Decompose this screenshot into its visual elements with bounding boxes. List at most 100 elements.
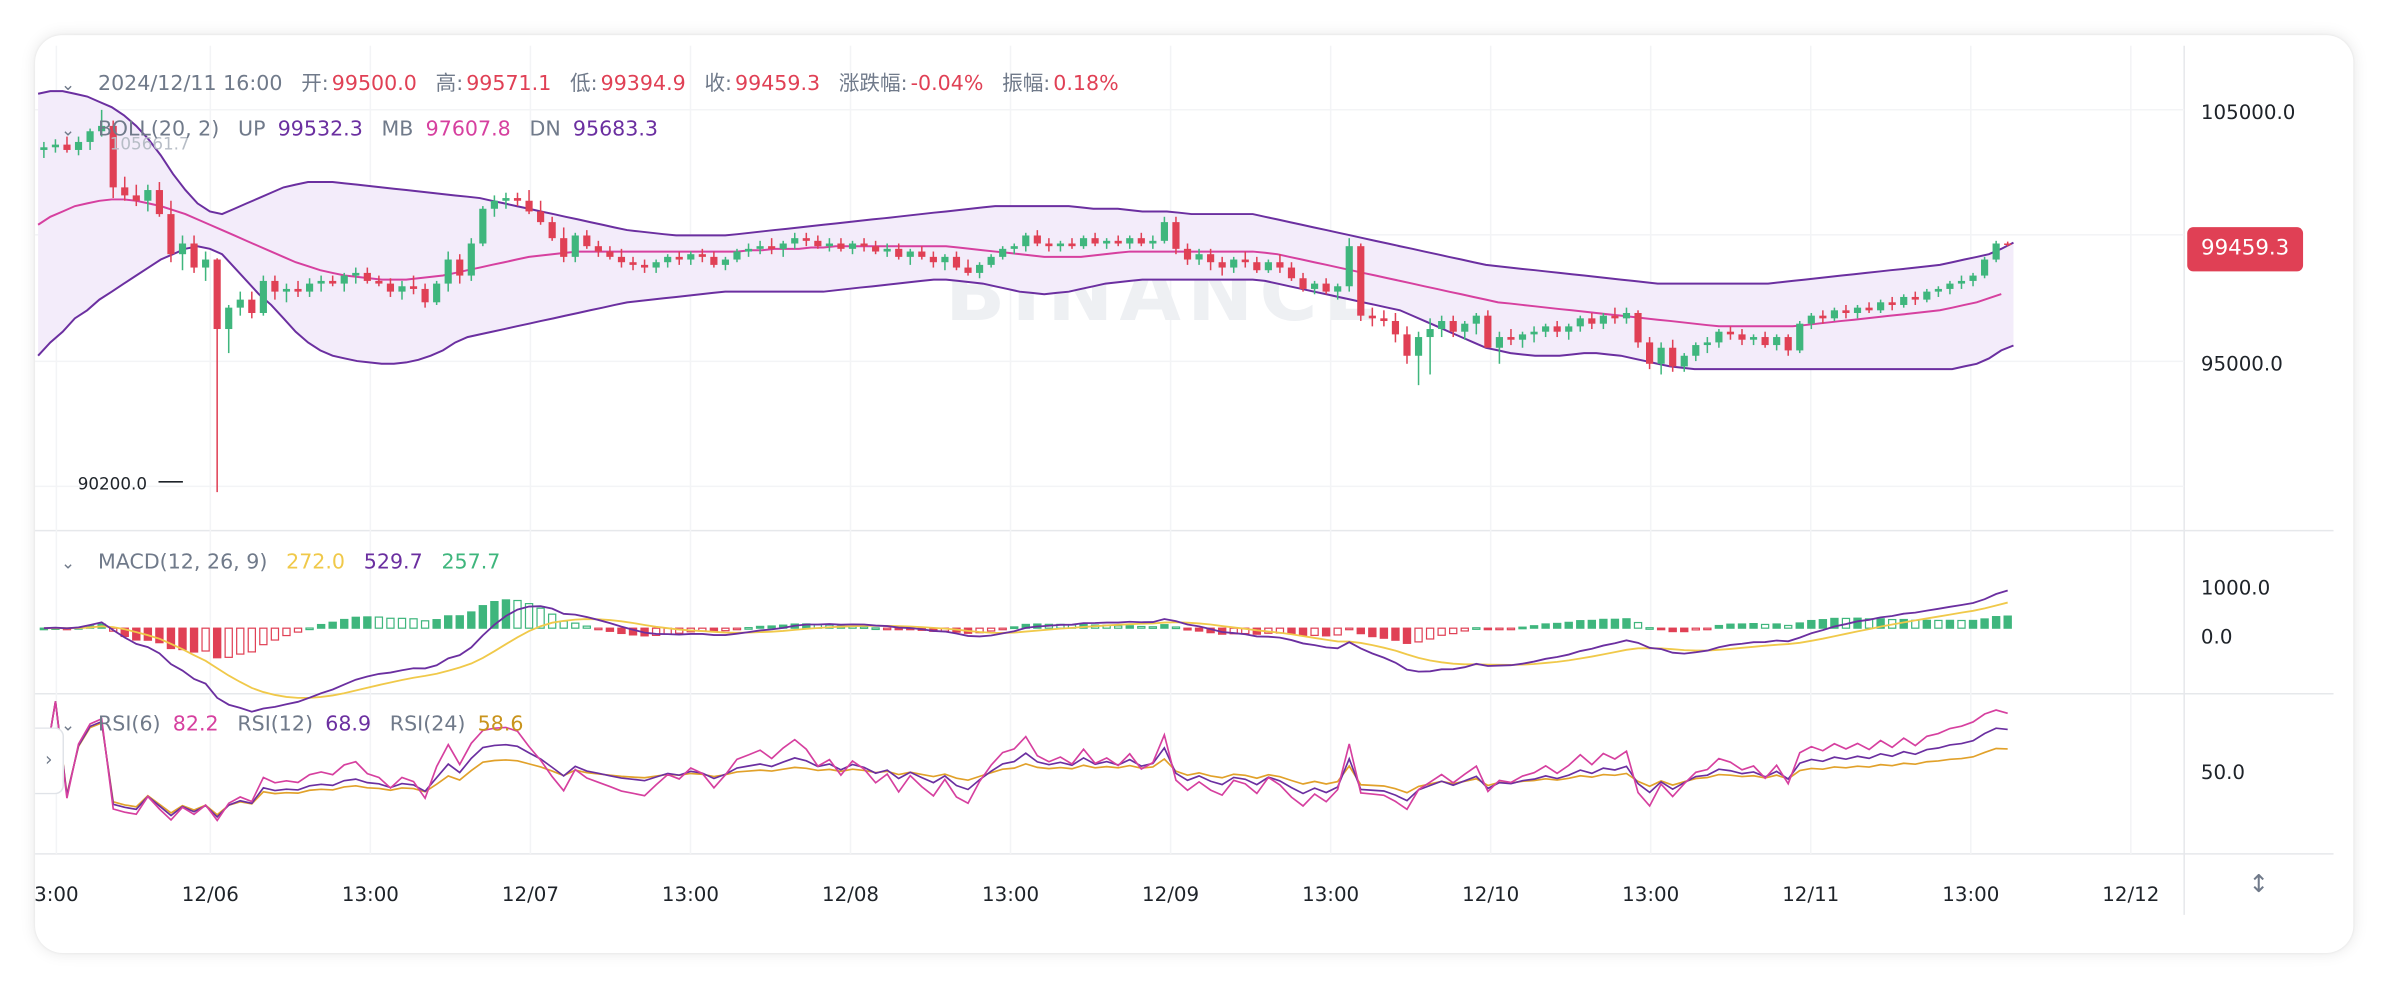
time-axis-label: 12/06 <box>182 883 239 906</box>
rsi6-label[interactable]: RSI(6) <box>98 712 161 737</box>
low-label: 低: <box>570 71 598 97</box>
price-axis-label: 105000.0 <box>2201 101 2295 124</box>
macd-histogram-bar <box>1830 617 1839 629</box>
macd-histogram-bar <box>1714 624 1724 629</box>
macd-histogram-bar <box>1668 627 1677 633</box>
collapse-chevron-icon[interactable]: ⌄ <box>60 553 76 574</box>
candle-body <box>1819 315 1827 319</box>
candle-body <box>640 264 649 268</box>
candle-body <box>271 280 279 292</box>
candle-body <box>1634 312 1642 343</box>
candle-body <box>733 251 741 260</box>
candle-body <box>929 256 937 263</box>
collapse-chevron-icon[interactable]: ⌄ <box>60 74 76 95</box>
candle-body <box>1022 235 1030 247</box>
high-value: 99571.1 <box>466 71 552 97</box>
time-axis-label: 12/08 <box>822 883 879 906</box>
candle-body <box>2004 243 2012 246</box>
candle-body <box>1334 286 1342 292</box>
candle-body <box>999 248 1007 257</box>
time-axis-label: 12/09 <box>1142 883 1199 906</box>
candle-body <box>1345 246 1353 287</box>
candle-body <box>744 248 753 252</box>
macd-histogram-bar <box>1114 625 1123 629</box>
rsi24-label[interactable]: RSI(24) <box>389 712 466 737</box>
candle-body <box>1068 243 1076 247</box>
candle-body <box>479 208 487 244</box>
time-axis-label: 12/12 <box>2102 883 2159 906</box>
boll-label[interactable]: BOLL(20, 2) <box>98 117 220 142</box>
candle-body <box>1761 337 1769 346</box>
macd-axis-label: 0.0 <box>2201 625 2232 648</box>
macd-histogram-bar <box>582 625 592 629</box>
candle-body <box>1183 248 1192 260</box>
macd-histogram-bar <box>1472 627 1481 630</box>
candle-body <box>664 256 672 263</box>
candle-body <box>1877 302 1885 311</box>
auto-fit-icon[interactable]: ↕ <box>2248 869 2270 899</box>
macd-histogram-bar <box>732 627 742 631</box>
candle-body <box>1033 235 1041 244</box>
macd-histogram-bar <box>247 627 257 653</box>
rsi12-line <box>43 701 2008 819</box>
time-axis-label: 12/11 <box>1782 883 1839 906</box>
candle-body <box>1276 262 1284 268</box>
amplitude-label: 振幅: <box>1002 71 1051 97</box>
candle-body <box>1934 288 1942 292</box>
candle-body <box>1992 243 2000 260</box>
candle-body <box>802 238 810 241</box>
candle-body <box>1010 246 1018 249</box>
collapse-chevron-icon[interactable]: ⌄ <box>60 715 76 735</box>
macd-histogram-bar <box>455 615 464 629</box>
macd-histogram-bar <box>744 627 753 630</box>
time-axis-label: 13:00 <box>1622 883 1679 906</box>
candle-body <box>1045 243 1053 247</box>
candle-body <box>1484 315 1492 348</box>
macd-histogram-bar <box>1379 627 1389 639</box>
candle-body <box>1957 280 1966 284</box>
time-axis-label: 13:00 <box>662 883 719 906</box>
candle-body <box>1749 337 1758 340</box>
candle-body <box>1438 321 1446 330</box>
candle-body <box>952 256 961 268</box>
macd-histogram-bar <box>1784 624 1793 629</box>
macd-histogram-bar <box>155 627 164 644</box>
macd-histogram-bar <box>1483 627 1493 631</box>
macd-histogram-bar <box>363 616 372 629</box>
open-label: 开: <box>301 71 329 97</box>
candle-body <box>1542 326 1550 332</box>
candles: 105661.7 90200.0 <box>40 109 2012 493</box>
candle-body <box>548 222 556 239</box>
candle-body <box>317 280 325 284</box>
candle-body <box>1299 278 1307 289</box>
candle-body <box>606 251 614 257</box>
candle-body <box>652 262 660 268</box>
macd-histogram-bar <box>547 613 557 629</box>
candle-body <box>1692 345 1700 356</box>
macd-histogram-bar <box>1345 627 1354 631</box>
macd-histogram-bar <box>420 620 430 629</box>
candle-body <box>1207 254 1215 263</box>
candle-body <box>433 283 441 303</box>
rsi-legend: ⌄ RSI(6) 82.2 RSI(12) 68.9 RSI(24) 58.6 <box>61 712 536 736</box>
macd-histogram-bar <box>328 621 337 629</box>
candle-body <box>109 125 117 188</box>
macd-histogram-bar <box>2003 615 2012 629</box>
candle-body <box>883 248 891 252</box>
candle-body <box>1807 315 1815 324</box>
macd-histogram-bar <box>1460 627 1469 632</box>
macd-histogram-bar <box>1818 619 1828 629</box>
expand-panel-chevron-icon[interactable]: › <box>35 727 65 795</box>
candle-body <box>398 286 406 292</box>
candle-body <box>1091 238 1099 244</box>
time-axis-label: 3:00 <box>34 883 78 906</box>
macd-label[interactable]: MACD(12, 26, 9) <box>98 550 268 575</box>
rsi12-label[interactable]: RSI(12) <box>237 712 314 737</box>
candle-body <box>1426 329 1434 338</box>
candle-body <box>456 259 464 276</box>
candle-body <box>1461 323 1469 332</box>
macd-histogram-bar <box>444 615 453 629</box>
macd-histogram-bar <box>351 616 360 629</box>
collapse-chevron-icon[interactable]: ⌄ <box>60 120 76 141</box>
